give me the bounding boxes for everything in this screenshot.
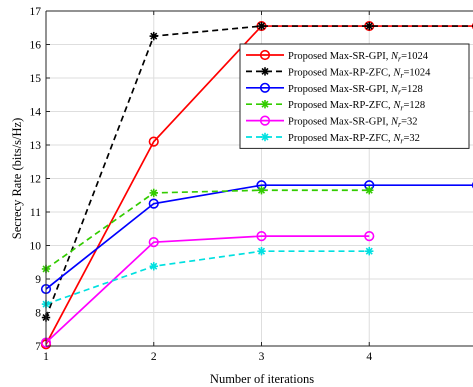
x-axis-label: Number of iterations	[210, 372, 314, 386]
legend-entry: Proposed Max-SR-GPI, Nr=32	[246, 115, 418, 130]
circle-marker	[148, 237, 159, 248]
y-tick-label: 7	[35, 341, 41, 353]
axes: 123457891011121314151617	[30, 6, 473, 363]
y-axis-label: Secrecy Rate (bits/s/Hz)	[10, 118, 24, 239]
legend-star-marker	[260, 132, 270, 142]
star-marker-stroke	[150, 32, 158, 40]
star-marker	[149, 188, 158, 198]
star-marker-stroke	[261, 67, 269, 75]
legend-label: Proposed Max-SR-GPI, Nr=32	[288, 117, 418, 130]
legend-entry: Proposed Max-SR-GPI, Nr=1024	[246, 49, 429, 64]
star-marker-stroke	[261, 100, 269, 108]
legend-entry: Proposed Max-RP-ZFC, Nr=32	[246, 132, 420, 146]
circle-marker	[256, 231, 267, 242]
x-tick-label: 2	[151, 351, 157, 363]
star-marker-stroke	[257, 247, 266, 255]
legend-entry: Proposed Max-RP-ZFC, Nr=1024	[246, 67, 431, 80]
series-line	[45, 235, 370, 344]
star-marker	[149, 31, 158, 41]
legend-label: Proposed Max-RP-ZFC, Nr=128	[288, 100, 425, 113]
star-marker-stroke	[150, 189, 158, 197]
series-line	[45, 189, 370, 270]
star-marker	[257, 246, 266, 256]
legend-circle-marker	[259, 49, 271, 61]
legend: Proposed Max-SR-GPI, Nr=1024 Proposed Max…	[239, 43, 470, 149]
series-line	[45, 25, 473, 318]
legend-entry: Proposed Max-SR-GPI, Nr=128	[246, 82, 423, 97]
legend-circle-marker	[259, 115, 271, 126]
y-tick-label: 13	[30, 140, 42, 152]
y-tick-label: 8	[35, 308, 41, 320]
y-tick-label: 17	[30, 6, 42, 18]
series-line	[45, 250, 370, 305]
y-tick-label: 9	[35, 274, 41, 286]
star-marker-stroke	[257, 186, 266, 194]
star-marker	[149, 262, 158, 271]
x-tick-label: 3	[259, 351, 265, 363]
x-tick-label: 1	[43, 351, 49, 363]
star-marker	[365, 21, 374, 31]
y-tick-label: 15	[30, 73, 42, 85]
star-marker	[257, 21, 266, 31]
series-6	[41, 246, 374, 309]
y-tick-label: 14	[30, 107, 42, 119]
legend-entry: Proposed Max-RP-ZFC, Nr=128	[246, 100, 425, 113]
legend-box	[239, 43, 470, 149]
x-tick-label: 4	[366, 351, 372, 363]
legend-label: Proposed Max-SR-GPI, Nr=1024	[288, 51, 429, 64]
star-marker-stroke	[261, 133, 269, 141]
y-tick-label: 11	[30, 207, 41, 219]
legend-label: Proposed Max-RP-ZFC, Nr=32	[288, 133, 420, 146]
star-marker-stroke	[365, 22, 373, 30]
series-line	[45, 184, 473, 290]
star-marker	[365, 246, 374, 256]
y-tick-label: 16	[30, 40, 42, 52]
legend-circle-marker	[259, 82, 271, 93]
y-tick-label: 12	[30, 174, 42, 186]
legend-star-marker	[260, 67, 270, 76]
y-tick-label: 10	[30, 241, 42, 253]
legend-label: Proposed Max-RP-ZFC, Nr=1024	[288, 67, 431, 80]
star-marker	[365, 186, 374, 195]
legend-star-marker	[260, 100, 270, 109]
legend-label: Proposed Max-SR-GPI, Nr=128	[288, 84, 423, 97]
series-5	[40, 231, 375, 348]
star-marker-stroke	[365, 247, 373, 255]
star-marker-stroke	[257, 22, 266, 30]
circle-marker	[148, 198, 159, 209]
star-marker	[257, 186, 266, 195]
circle-marker	[148, 136, 159, 147]
circle-marker	[364, 231, 375, 242]
star-marker-stroke	[365, 186, 373, 194]
star-marker-stroke	[150, 262, 158, 270]
